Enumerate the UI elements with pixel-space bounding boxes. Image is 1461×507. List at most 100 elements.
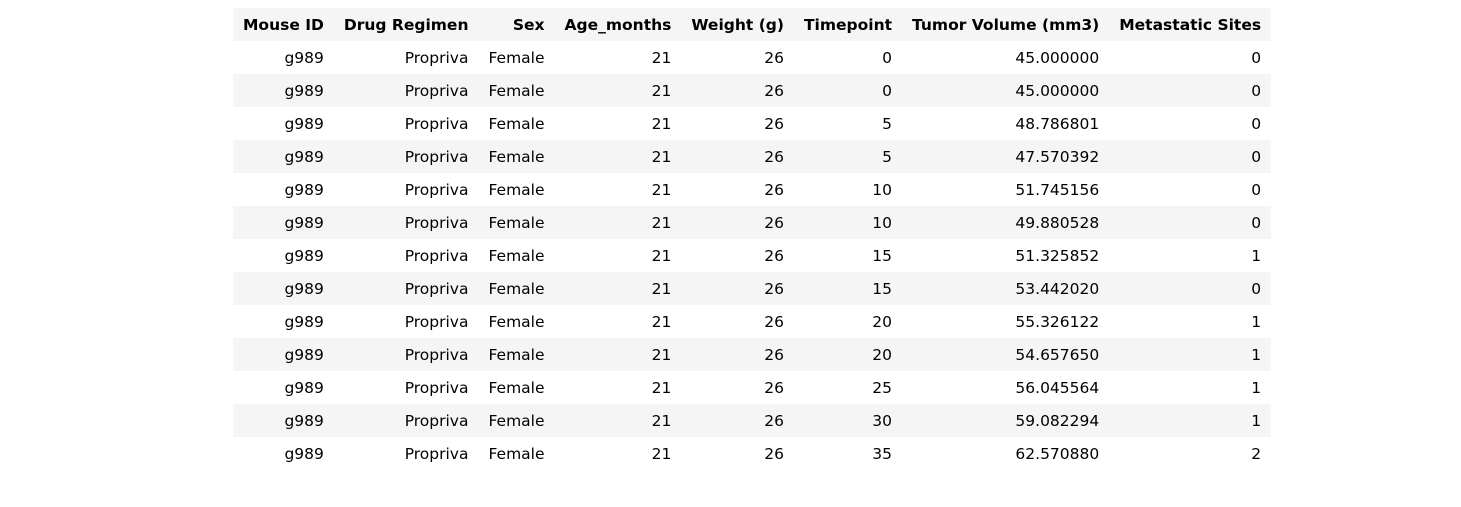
column-header-mouse-id: Mouse ID (233, 8, 334, 41)
cell-timepoint: 10 (793, 206, 903, 239)
cell-weight: 26 (681, 41, 794, 74)
table-row: g989 Propriva Female 21 26 10 51.745156 0 (233, 173, 1272, 206)
cell-metastatic-sites: 1 (1109, 338, 1272, 371)
cell-sex: Female (478, 173, 555, 206)
table-row: g989 Propriva Female 21 26 25 56.045564 1 (233, 371, 1272, 404)
cell-sex: Female (478, 107, 555, 140)
cell-weight: 26 (681, 338, 794, 371)
cell-weight: 26 (681, 272, 794, 305)
cell-drug-regimen: Propriva (333, 206, 479, 239)
cell-mouse-id: g989 (233, 74, 334, 107)
cell-tumor-volume: 53.442020 (902, 272, 1110, 305)
cell-metastatic-sites: 0 (1109, 107, 1272, 140)
cell-weight: 26 (681, 140, 794, 173)
cell-age-months: 21 (554, 404, 682, 437)
cell-metastatic-sites: 0 (1109, 206, 1272, 239)
cell-age-months: 21 (554, 239, 682, 272)
cell-sex: Female (478, 140, 555, 173)
cell-mouse-id: g989 (233, 41, 334, 74)
cell-sex: Female (478, 305, 555, 338)
cell-metastatic-sites: 1 (1109, 371, 1272, 404)
column-header-age-months: Age_months (554, 8, 682, 41)
column-header-tumor-volume: Tumor Volume (mm3) (902, 8, 1110, 41)
cell-metastatic-sites: 0 (1109, 272, 1272, 305)
cell-weight: 26 (681, 437, 794, 470)
table-row: g989 Propriva Female 21 26 0 45.000000 0 (233, 74, 1272, 107)
cell-sex: Female (478, 371, 555, 404)
table-row: g989 Propriva Female 21 26 20 55.326122 1 (233, 305, 1272, 338)
cell-timepoint: 5 (793, 107, 903, 140)
cell-drug-regimen: Propriva (333, 140, 479, 173)
cell-age-months: 21 (554, 107, 682, 140)
table-row: g989 Propriva Female 21 26 15 53.442020 0 (233, 272, 1272, 305)
cell-mouse-id: g989 (233, 371, 334, 404)
cell-mouse-id: g989 (233, 305, 334, 338)
cell-sex: Female (478, 239, 555, 272)
cell-weight: 26 (681, 239, 794, 272)
cell-drug-regimen: Propriva (333, 404, 479, 437)
cell-tumor-volume: 49.880528 (902, 206, 1110, 239)
cell-weight: 26 (681, 206, 794, 239)
cell-mouse-id: g989 (233, 437, 334, 470)
cell-drug-regimen: Propriva (333, 437, 479, 470)
cell-age-months: 21 (554, 173, 682, 206)
cell-drug-regimen: Propriva (333, 173, 479, 206)
cell-age-months: 21 (554, 437, 682, 470)
cell-age-months: 21 (554, 41, 682, 74)
cell-sex: Female (478, 338, 555, 371)
cell-tumor-volume: 62.570880 (902, 437, 1110, 470)
table-body: g989 Propriva Female 21 26 0 45.000000 0 g989 Pro… (233, 41, 1272, 470)
table-header-row: Mouse ID Drug Regimen Sex Age_months Wei… (233, 8, 1272, 41)
cell-timepoint: 10 (793, 173, 903, 206)
cell-weight: 26 (681, 74, 794, 107)
cell-tumor-volume: 54.657650 (902, 338, 1110, 371)
cell-drug-regimen: Propriva (333, 41, 479, 74)
cell-tumor-volume: 47.570392 (902, 140, 1110, 173)
column-header-timepoint: Timepoint (793, 8, 903, 41)
cell-sex: Female (478, 404, 555, 437)
cell-age-months: 21 (554, 305, 682, 338)
cell-sex: Female (478, 41, 555, 74)
cell-drug-regimen: Propriva (333, 239, 479, 272)
cell-mouse-id: g989 (233, 140, 334, 173)
cell-weight: 26 (681, 305, 794, 338)
cell-weight: 26 (681, 107, 794, 140)
dataframe-output: Mouse ID Drug Regimen Sex Age_months Wei… (233, 8, 1272, 470)
cell-age-months: 21 (554, 371, 682, 404)
cell-metastatic-sites: 0 (1109, 41, 1272, 74)
cell-tumor-volume: 48.786801 (902, 107, 1110, 140)
cell-sex: Female (478, 74, 555, 107)
cell-drug-regimen: Propriva (333, 107, 479, 140)
cell-metastatic-sites: 0 (1109, 74, 1272, 107)
cell-drug-regimen: Propriva (333, 272, 479, 305)
column-header-drug-regimen: Drug Regimen (333, 8, 479, 41)
cell-drug-regimen: Propriva (333, 305, 479, 338)
table-row: g989 Propriva Female 21 26 5 48.786801 0 (233, 107, 1272, 140)
cell-drug-regimen: Propriva (333, 338, 479, 371)
cell-metastatic-sites: 1 (1109, 404, 1272, 437)
cell-mouse-id: g989 (233, 206, 334, 239)
cell-timepoint: 0 (793, 41, 903, 74)
cell-timepoint: 15 (793, 239, 903, 272)
cell-tumor-volume: 56.045564 (902, 371, 1110, 404)
cell-timepoint: 15 (793, 272, 903, 305)
cell-mouse-id: g989 (233, 107, 334, 140)
cell-mouse-id: g989 (233, 173, 334, 206)
cell-tumor-volume: 45.000000 (902, 74, 1110, 107)
cell-age-months: 21 (554, 272, 682, 305)
cell-timepoint: 20 (793, 305, 903, 338)
cell-mouse-id: g989 (233, 239, 334, 272)
cell-tumor-volume: 55.326122 (902, 305, 1110, 338)
cell-tumor-volume: 51.325852 (902, 239, 1110, 272)
cell-timepoint: 30 (793, 404, 903, 437)
cell-drug-regimen: Propriva (333, 371, 479, 404)
cell-metastatic-sites: 0 (1109, 140, 1272, 173)
table-row: g989 Propriva Female 21 26 0 45.000000 0 (233, 41, 1272, 74)
table-row: g989 Propriva Female 21 26 10 49.880528 0 (233, 206, 1272, 239)
cell-sex: Female (478, 437, 555, 470)
column-header-sex: Sex (478, 8, 555, 41)
table-row: g989 Propriva Female 21 26 35 62.570880 2 (233, 437, 1272, 470)
cell-timepoint: 0 (793, 74, 903, 107)
cell-timepoint: 35 (793, 437, 903, 470)
column-header-metastatic-sites: Metastatic Sites (1109, 8, 1272, 41)
